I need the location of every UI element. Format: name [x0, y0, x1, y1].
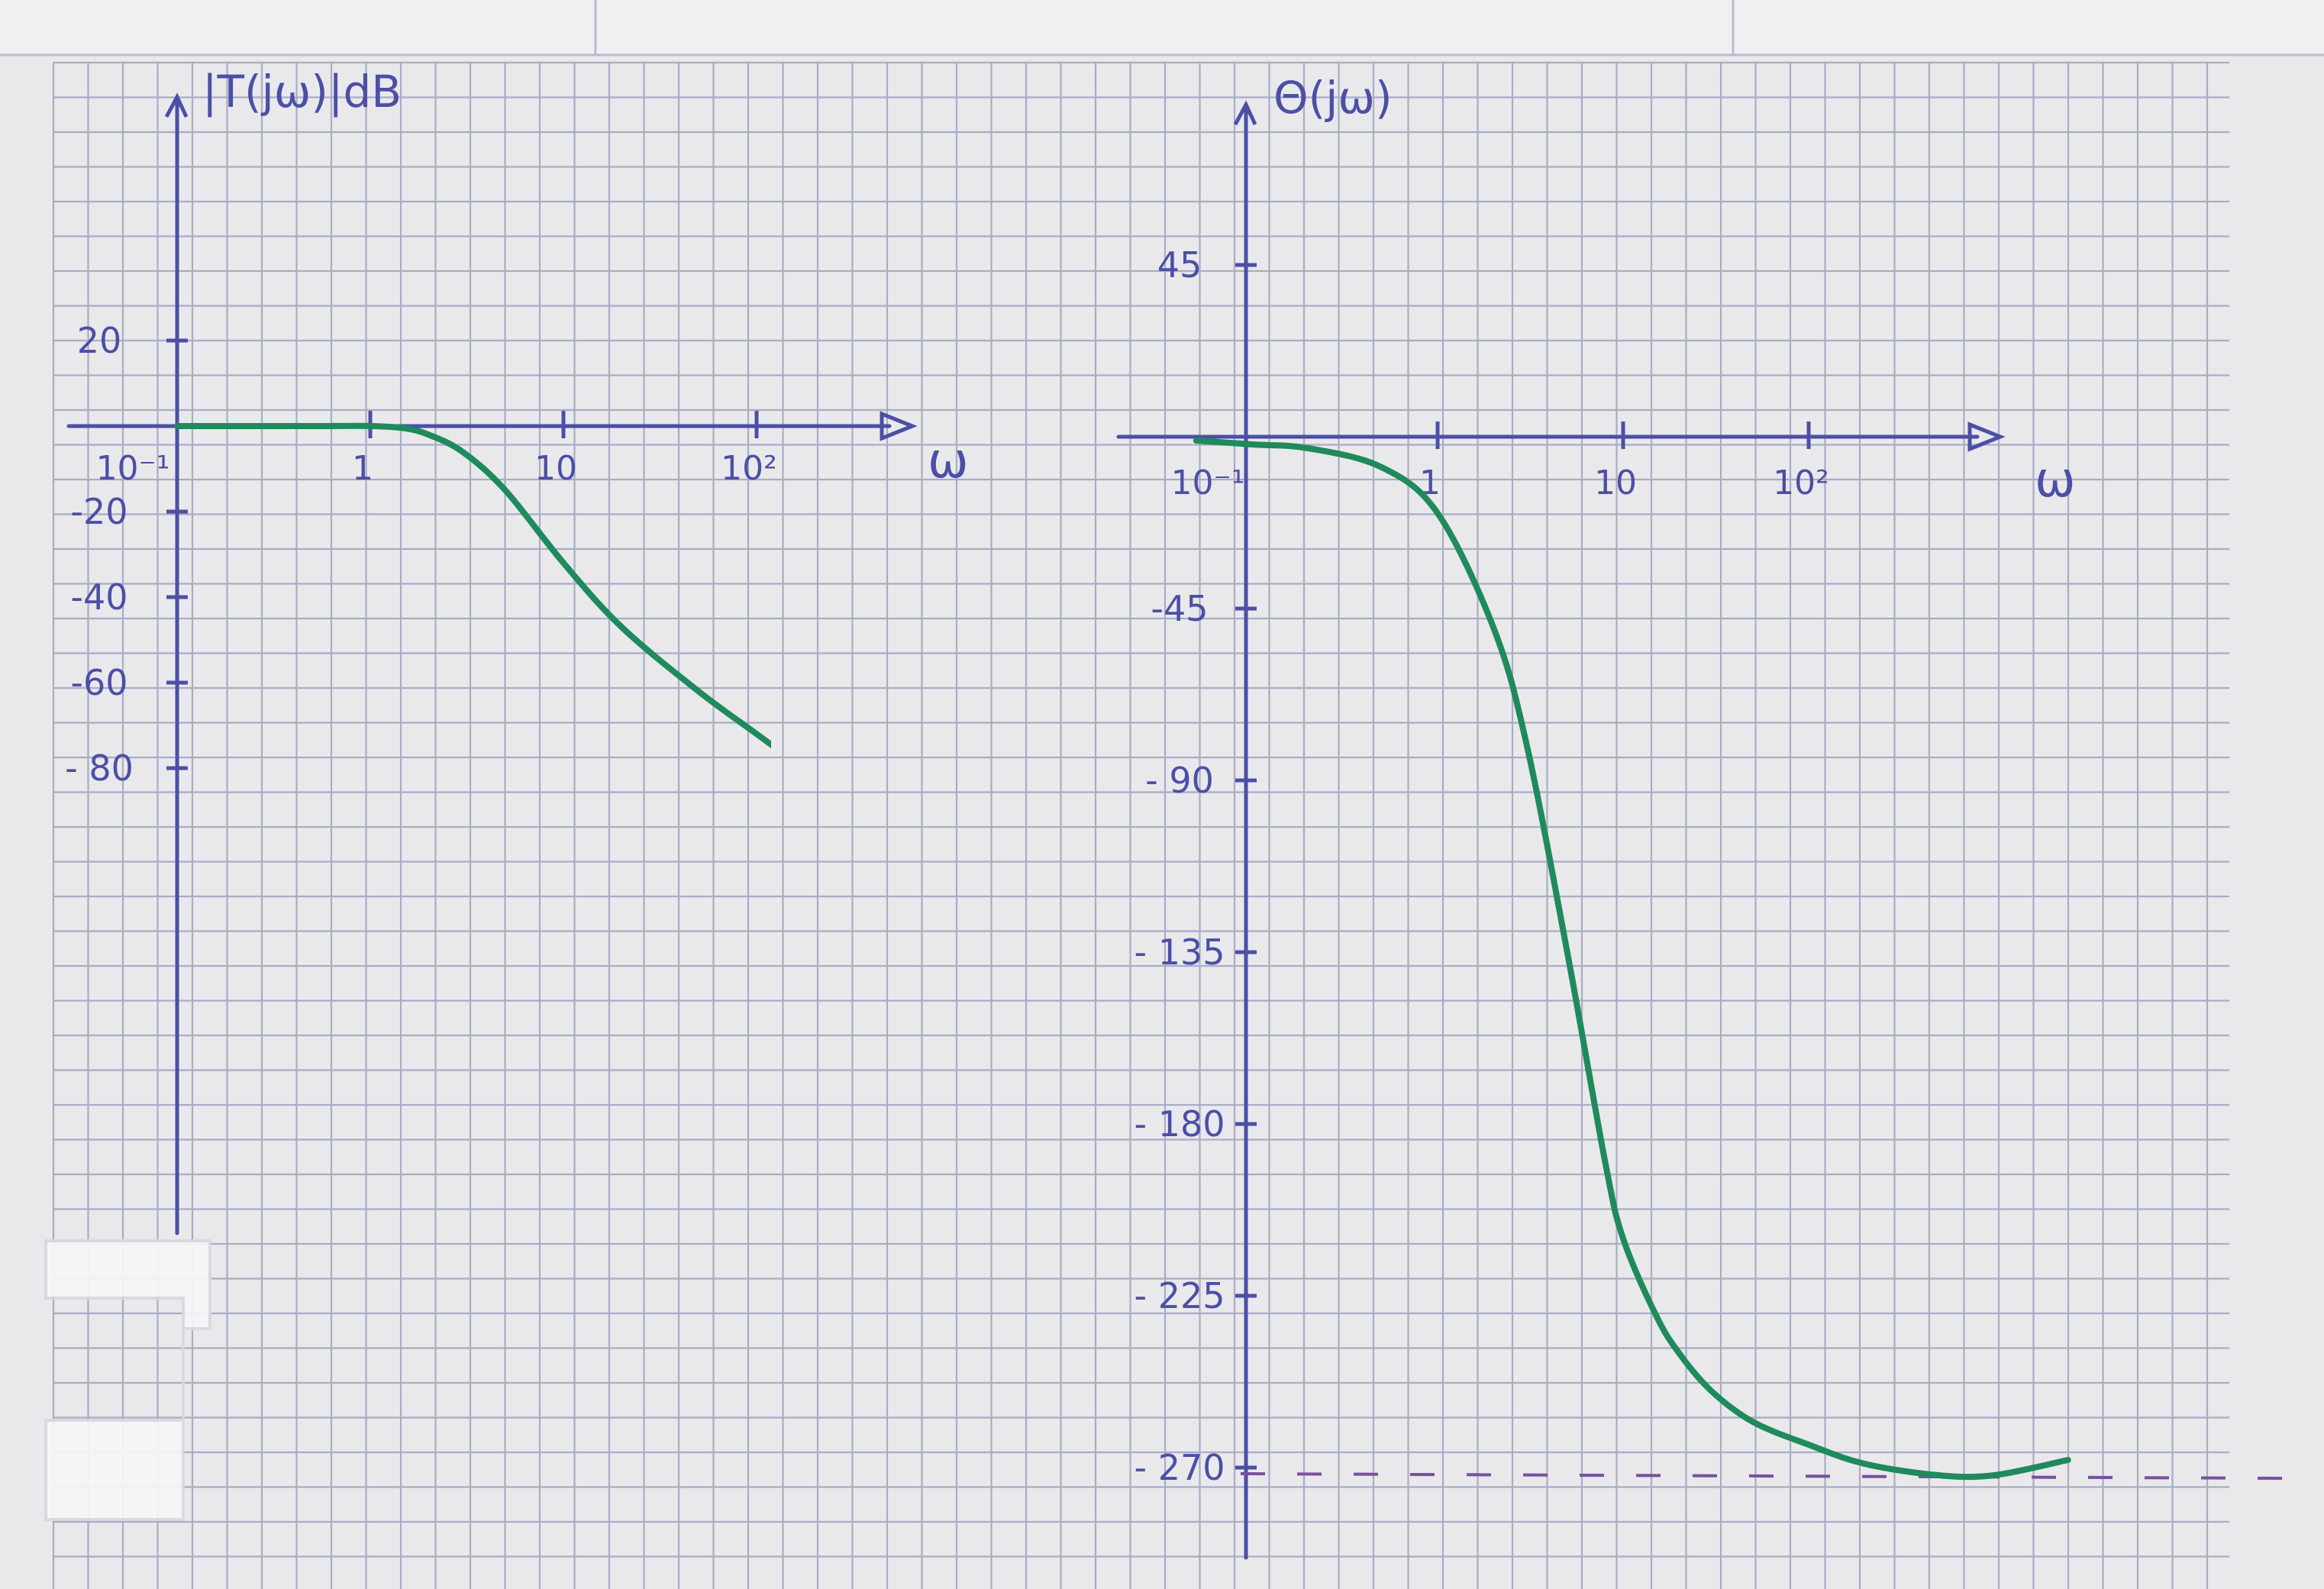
y-tick-label: -60	[70, 662, 127, 703]
y-tick-label: - 270	[1134, 1447, 1225, 1488]
y-tick-label: 45	[1157, 244, 1202, 286]
y-tick-label: - 225	[1134, 1275, 1225, 1316]
x-tick-label: 10²	[1773, 463, 1829, 502]
y-tick-label: 20	[77, 320, 122, 361]
y-tick-label: -40	[70, 576, 127, 618]
phase-curve	[1193, 438, 2071, 1481]
charts-layer: |T(jω)|dB ω 10⁻¹ 1 10 10² 20 -20 -40 -60 - 80 Θ(jω)…	[65, 66, 2284, 1560]
x-tick-label: 10	[534, 449, 577, 488]
magnitude-curve	[174, 422, 771, 749]
y-axis-arrow	[1233, 100, 1257, 126]
y-tick-label: - 90	[1145, 760, 1214, 801]
x-axis-label: ω	[928, 433, 969, 489]
y-tick-label: - 180	[1134, 1103, 1225, 1145]
y-axis-arrow	[164, 92, 189, 118]
x-tick-label: 10	[1594, 463, 1637, 502]
top-strip	[0, 0, 2324, 57]
y-axis-label: |T(jω)|dB	[202, 66, 402, 118]
x-axis-arrow	[880, 411, 918, 441]
y-axis-label: Θ(jω)	[1273, 72, 1393, 124]
y-tick-label: -45	[1151, 588, 1208, 629]
x-axis-label: ω	[2035, 452, 2076, 509]
x-tick-label: 10⁻¹	[96, 449, 170, 488]
graph-paper-grid	[52, 61, 2229, 1589]
magnitude-chart: |T(jω)|dB ω 10⁻¹ 1 10 10² 20 -20 -40 -60 - 80	[65, 66, 969, 1235]
x-tick-label: 10²	[721, 449, 777, 488]
y-tick-label: - 135	[1134, 932, 1225, 973]
asymptote-dashed-line	[1240, 1472, 2284, 1480]
x-tick-label: 1	[352, 449, 373, 488]
y-tick-label: -20	[70, 491, 127, 532]
x-axis-arrow	[1967, 421, 2006, 452]
correction-tape-mark	[44, 1239, 211, 1521]
x-tick-label: 10⁻¹	[1171, 463, 1245, 502]
y-tick-label: - 80	[65, 748, 134, 789]
